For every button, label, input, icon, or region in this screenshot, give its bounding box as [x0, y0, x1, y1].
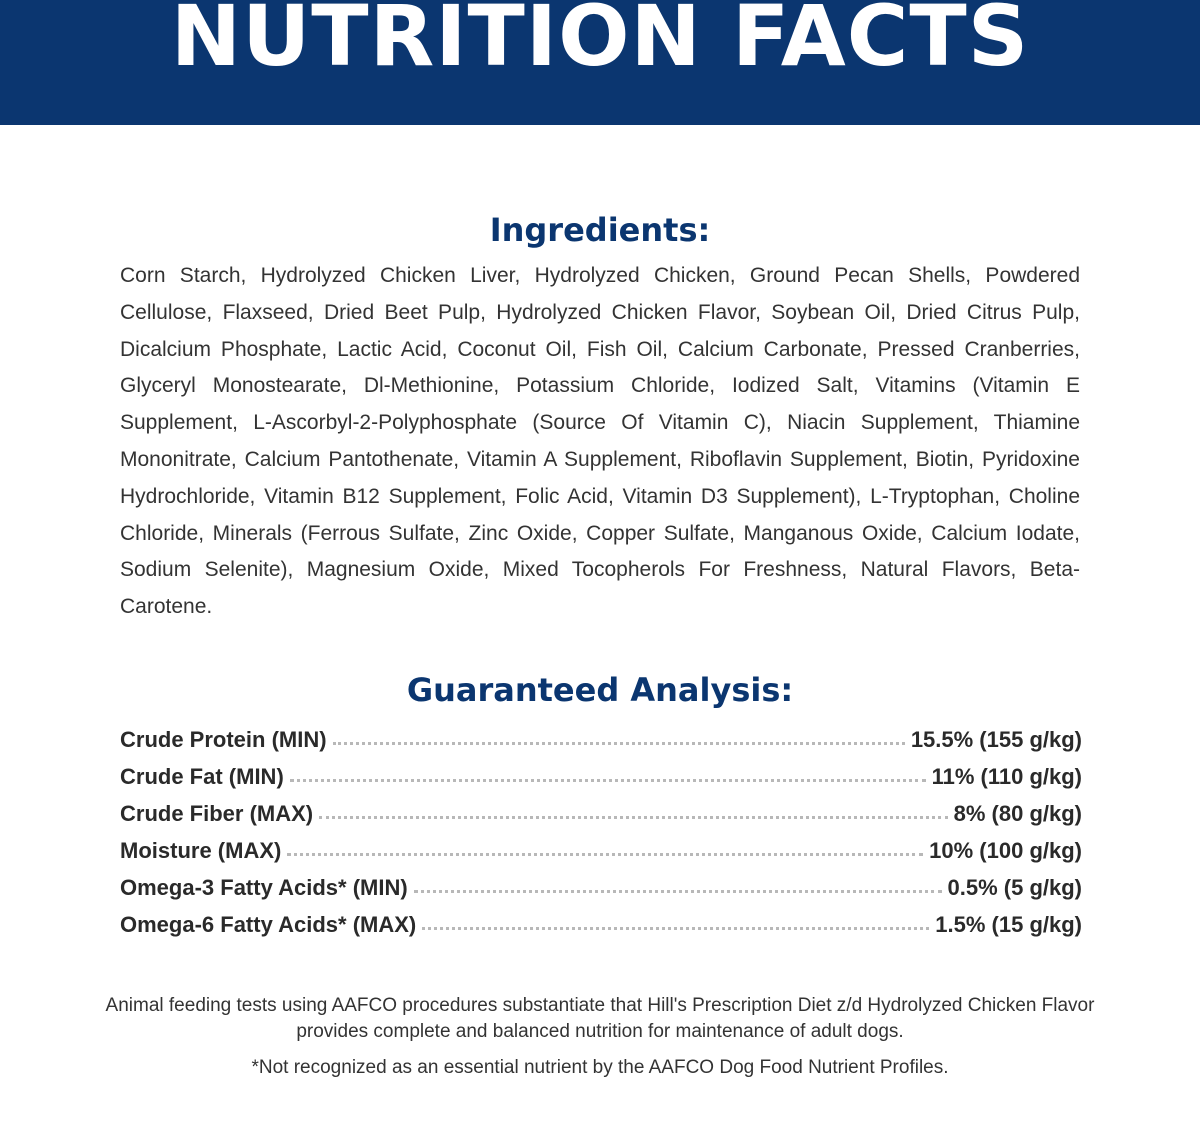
analysis-value: 0.5% (5 g/kg) — [947, 875, 1082, 900]
analysis-row-moisture: Moisture (MAX) 10% (100 g/kg) — [120, 838, 1082, 875]
analysis-value: 1.5% (15 g/kg) — [935, 912, 1082, 937]
analysis-value: 11% (110 g/kg) — [931, 764, 1082, 789]
header-banner: NUTRITION FACTS — [0, 0, 1200, 125]
dot-leader — [332, 742, 905, 745]
ingredients-list: Corn Starch, Hydrolyzed Chicken Liver, H… — [120, 264, 1080, 619]
analysis-label: Moisture (MAX) — [120, 838, 282, 863]
analysis-value: 15.5% (155 g/kg) — [910, 727, 1082, 752]
analysis-label: Omega-3 Fatty Acids* (MIN) — [120, 875, 408, 900]
dot-leader — [287, 853, 924, 856]
guaranteed-analysis-table: Crude Protein (MIN) 15.5% (155 g/kg) Cru… — [120, 727, 1082, 949]
analysis-value: 10% (100 g/kg) — [929, 838, 1082, 863]
dot-leader — [319, 816, 948, 819]
asterisk-footnote: *Not recognized as an essential nutrient… — [251, 1057, 949, 1078]
analysis-row-omega-6: Omega-6 Fatty Acids* (MAX) 1.5% (15 g/kg… — [120, 912, 1082, 949]
analysis-label: Crude Fiber (MAX) — [120, 801, 314, 826]
analysis-label: Crude Protein (MIN) — [120, 727, 327, 752]
analysis-row-omega-3: Omega-3 Fatty Acids* (MIN) 0.5% (5 g/kg) — [120, 875, 1082, 912]
analysis-row-crude-protein: Crude Protein (MIN) 15.5% (155 g/kg) — [120, 727, 1082, 764]
aafco-statement: Animal feeding tests using AAFCO procedu… — [105, 995, 1095, 1042]
ingredients-heading: Ingredients: — [489, 211, 711, 249]
analysis-row-crude-fiber: Crude Fiber (MAX) 8% (80 g/kg) — [120, 801, 1082, 838]
page-title: NUTRITION FACTS — [170, 0, 1030, 85]
analysis-value: 8% (80 g/kg) — [953, 801, 1082, 826]
analysis-row-crude-fat: Crude Fat (MIN) 11% (110 g/kg) — [120, 764, 1082, 801]
guaranteed-analysis-heading: Guaranteed Analysis: — [406, 671, 794, 709]
analysis-label: Crude Fat (MIN) — [120, 764, 284, 789]
dot-leader — [289, 779, 926, 782]
dot-leader — [422, 927, 930, 930]
dot-leader — [413, 890, 942, 893]
analysis-label: Omega-6 Fatty Acids* (MAX) — [120, 912, 417, 937]
